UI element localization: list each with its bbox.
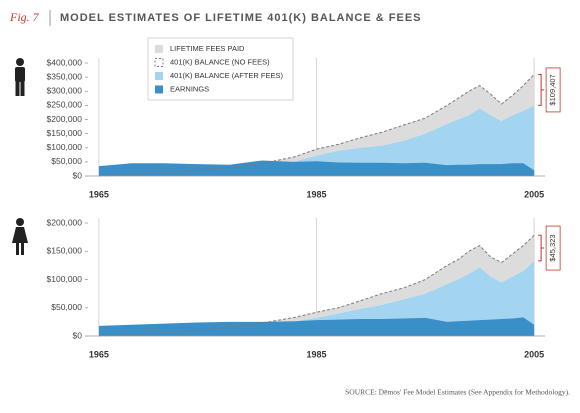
y-tick-label: $200,000 [47,217,83,227]
legend-label: EARNINGS [170,84,209,93]
annotation: $109,407 [548,74,557,105]
y-tick-label: $150,000 [47,246,83,256]
legend-box [147,37,294,101]
balance-no-fees-line [98,74,535,177]
legend-swatch [155,72,163,80]
title: MODEL ESTIMATES OF LIFETIME 401(K) BALAN… [60,12,422,24]
male-icon [15,58,25,96]
legend-swatch [155,45,163,53]
x-tick-label: 1965 [89,189,109,199]
y-tick-label: $400,000 [47,57,83,67]
x-tick-label: 1965 [89,349,109,359]
y-tick-label: $200,000 [47,114,83,124]
legend-label: 401(K) BALANCE (AFTER FEES) [170,71,283,80]
fees-area [98,235,535,336]
y-tick-label: $350,000 [47,71,83,81]
female-icon [12,218,28,255]
x-tick-label: 1985 [306,349,326,359]
earnings-area [98,160,535,176]
annotation-box [545,67,561,113]
y-tick-label: $100,000 [47,142,83,152]
fig-label: Fig. 7 [9,10,40,24]
y-tick-label: $50,000 [51,156,82,166]
earnings-area [98,317,535,336]
source: SOURCE: Dēmos' Fee Model Estimates (See … [345,388,570,397]
y-tick-label: $250,000 [47,100,83,110]
legend-swatch [154,58,164,67]
annotation: $45,323 [548,234,557,261]
y-tick-label: $300,000 [47,86,83,96]
y-tick-label: $50,000 [51,302,82,312]
legend-swatch [155,85,163,94]
y-tick-label: $150,000 [47,128,83,138]
annotation-bracket [538,73,545,106]
x-tick-label: 2005 [524,189,544,199]
x-tick-label: 2005 [524,349,544,359]
balance-after-fees-area [98,260,535,336]
x-tick-label: 1985 [306,189,326,199]
balance-after-fees-area [98,105,535,176]
y-tick-label: $0 [73,330,83,340]
y-tick-label: $0 [73,170,83,180]
y-tick-label: $100,000 [47,274,83,284]
annotation-bracket [538,234,545,262]
legend-label: 401(K) BALANCE (NO FEES) [170,57,270,66]
annotation-box [545,225,561,271]
legend-label: LIFETIME FEES PAID [170,44,245,53]
